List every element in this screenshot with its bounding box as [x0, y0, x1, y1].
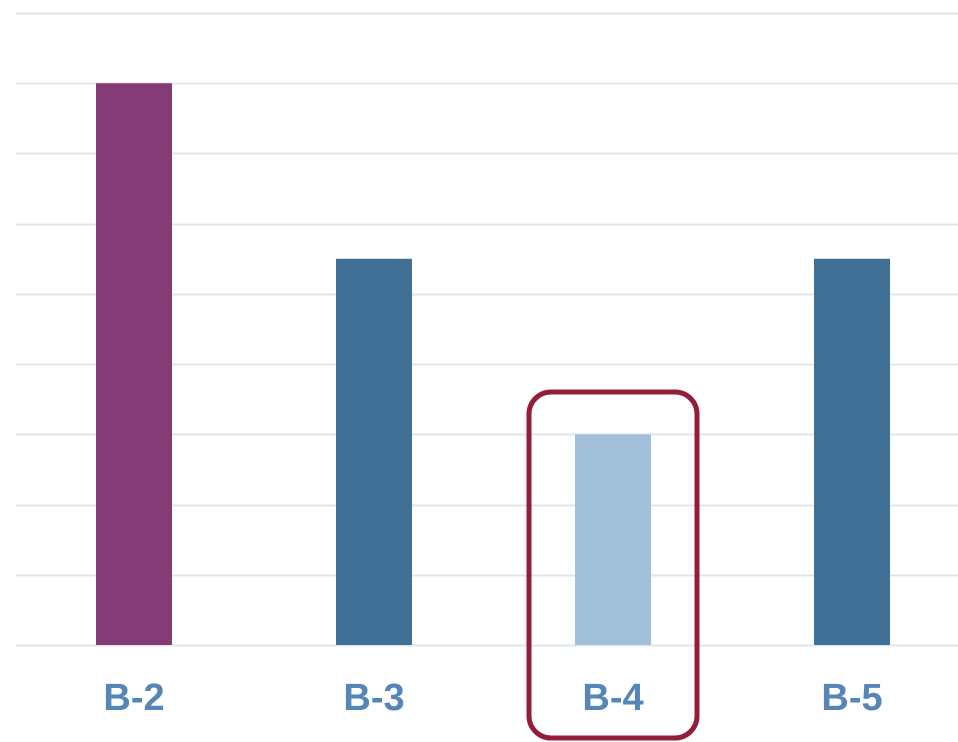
highlight-box [526, 389, 700, 741]
category-labels: B-2 B-3 B-4 B-5 [103, 677, 882, 719]
bar-b-5 [814, 258, 890, 645]
highlight-annotation [526, 389, 700, 741]
category-label-b-4: B-4 [582, 677, 643, 719]
category-label-b-3: B-3 [343, 677, 404, 719]
category-label-b-5: B-5 [821, 677, 882, 719]
bars [96, 83, 890, 645]
bar-b-4 [575, 434, 651, 645]
grid-lines [16, 12, 958, 647]
category-label-b-2: B-2 [103, 677, 164, 719]
bar-b-2 [96, 83, 172, 645]
bar-b-3 [336, 258, 412, 645]
